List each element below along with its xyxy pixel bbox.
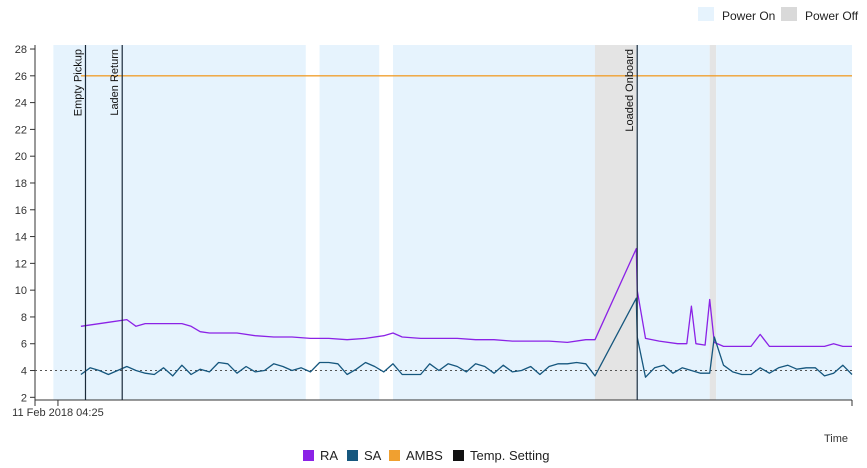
x-axis: 11 Feb 2018 04:25 [12,399,853,419]
y-tick-label-6: 6 [21,339,27,351]
y-tick-label-14: 14 [15,232,27,244]
y-tick-label-2: 2 [21,392,27,404]
y-tick-label-10: 10 [15,285,27,297]
series-legend[interactable]: RA SA AMBS Temp. Setting [303,448,550,463]
legend-label-0: RA [320,448,338,463]
legend-item-1[interactable]: SA [347,448,382,463]
legend-swatch-0 [303,450,314,461]
series-layer [80,75,853,378]
series-sa-line [80,297,853,378]
y-tick-label-18: 18 [15,178,27,190]
power-band-4 [636,45,710,400]
y-tick-label-8: 8 [21,312,27,324]
legend-label-1: SA [364,448,382,463]
legend-item-0[interactable]: RA [303,448,338,463]
event-label-0: Empty Pickup [72,49,84,116]
y-tick-label-24: 24 [15,98,27,110]
power-band-3 [594,45,637,400]
power-band-2 [393,45,595,400]
y-tick-label-22: 22 [15,124,27,136]
power-legend-label-1: Power Off [805,9,859,23]
series-ra-line [80,247,852,348]
legend-swatch-3 [453,450,464,461]
power-band-5 [709,45,717,400]
power-bands [53,45,852,400]
legend-swatch-2 [389,450,400,461]
event-label-2: Loaded Onboard [624,49,636,132]
legend-label-3: Temp. Setting [470,448,550,463]
x-axis-title: Time [824,433,848,445]
power-band-0 [53,45,306,400]
power-legend-swatch-1 [781,7,797,21]
y-tick-label-12: 12 [15,258,27,270]
event-label-1: Laden Return [109,49,121,116]
legend-item-3[interactable]: Temp. Setting [453,448,550,463]
legend-swatch-1 [347,450,358,461]
power-legend-swatch-0 [698,7,714,21]
x-tick-label-0: 11 Feb 2018 04:25 [12,407,104,419]
y-tick-label-4: 4 [21,366,27,378]
power-band-6 [716,45,852,400]
y-tick-label-20: 20 [15,151,27,163]
legend-item-2[interactable]: AMBS [389,448,443,463]
legend-label-2: AMBS [406,448,443,463]
y-tick-label-26: 26 [15,71,27,83]
power-legend-label-0: Power On [722,9,775,23]
power-band-1 [319,45,380,400]
power-legend: Power On Power Off [698,7,859,23]
y-tick-label-16: 16 [15,205,27,217]
y-tick-label-28: 28 [15,44,27,56]
event-markers: Empty Pickup Laden Return Loaded Onboard [72,45,638,400]
